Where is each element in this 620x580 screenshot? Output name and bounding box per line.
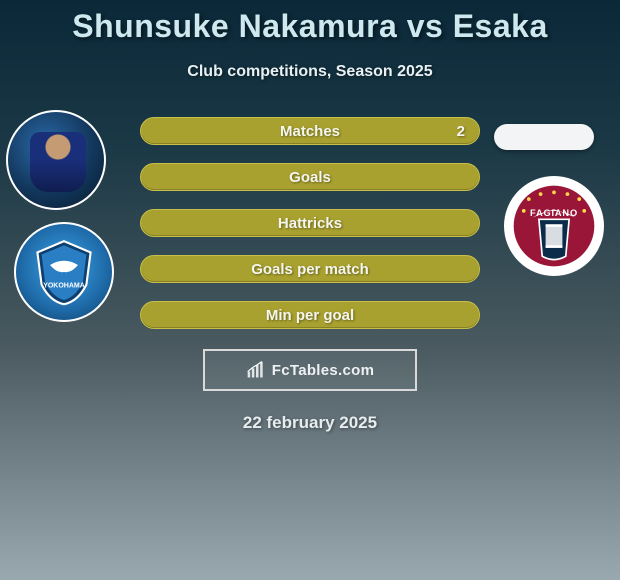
svg-text:FAGIANO: FAGIANO	[530, 208, 578, 218]
bar-label: Goals	[289, 169, 331, 186]
fagiano-badge-icon: FAGIANO	[512, 184, 596, 268]
stat-bars: Matches 2 Goals Hattricks Goals per matc…	[140, 117, 480, 329]
bar-label: Min per goal	[266, 307, 354, 324]
bar-label: Matches	[280, 123, 340, 140]
yokohama-badge-icon: YOKOHAMA	[29, 237, 99, 307]
bar-label: Goals per match	[251, 261, 369, 278]
club-badge-right: FAGIANO	[504, 176, 604, 276]
brand-box: FcTables.com	[203, 349, 417, 391]
player-photo-left	[6, 110, 106, 210]
brand-text: FcTables.com	[272, 362, 375, 379]
svg-text:YOKOHAMA: YOKOHAMA	[43, 282, 85, 289]
club-badge-left: YOKOHAMA	[14, 222, 114, 322]
date-text: 22 february 2025	[0, 413, 620, 433]
bar-hattricks: Hattricks	[140, 209, 480, 237]
bar-goals-per-match: Goals per match	[140, 255, 480, 283]
page-subtitle: Club competitions, Season 2025	[0, 63, 620, 81]
barchart-icon	[246, 360, 266, 380]
bar-value: 2	[457, 123, 465, 140]
bar-label: Hattricks	[278, 215, 342, 232]
bar-matches: Matches 2	[140, 117, 480, 145]
left-avatar-column: YOKOHAMA	[6, 110, 114, 322]
bar-min-per-goal: Min per goal	[140, 301, 480, 329]
right-empty-pill	[494, 124, 594, 150]
page-title: Shunsuke Nakamura vs Esaka	[0, 0, 620, 45]
bar-goals: Goals	[140, 163, 480, 191]
